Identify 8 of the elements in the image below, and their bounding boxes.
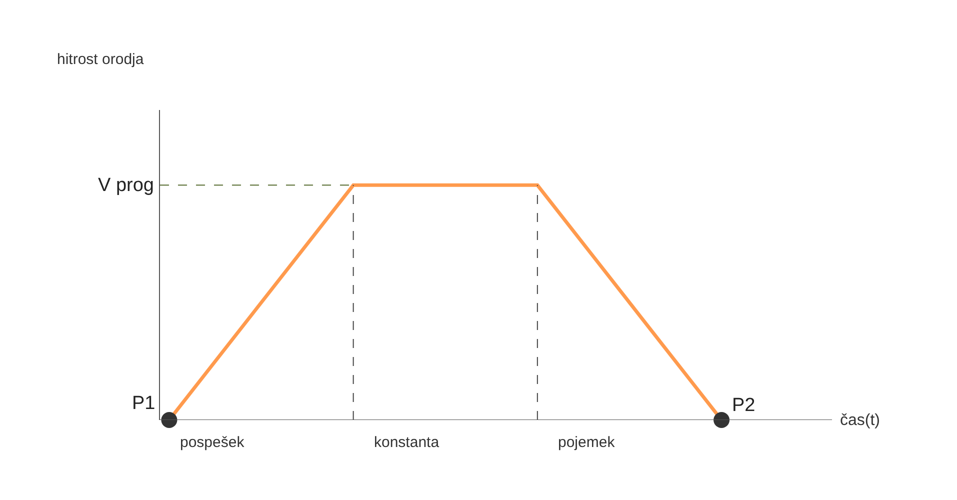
ref-line-label: V prog <box>98 175 154 196</box>
text: pospešek <box>180 434 245 451</box>
text: konstanta <box>374 434 440 451</box>
annotation: P2 <box>732 395 756 416</box>
x-axis-title: čas(t) <box>840 412 880 429</box>
text: pojemek <box>558 434 616 451</box>
text: hitrost orodja <box>57 51 144 68</box>
text: P1 <box>132 393 156 414</box>
